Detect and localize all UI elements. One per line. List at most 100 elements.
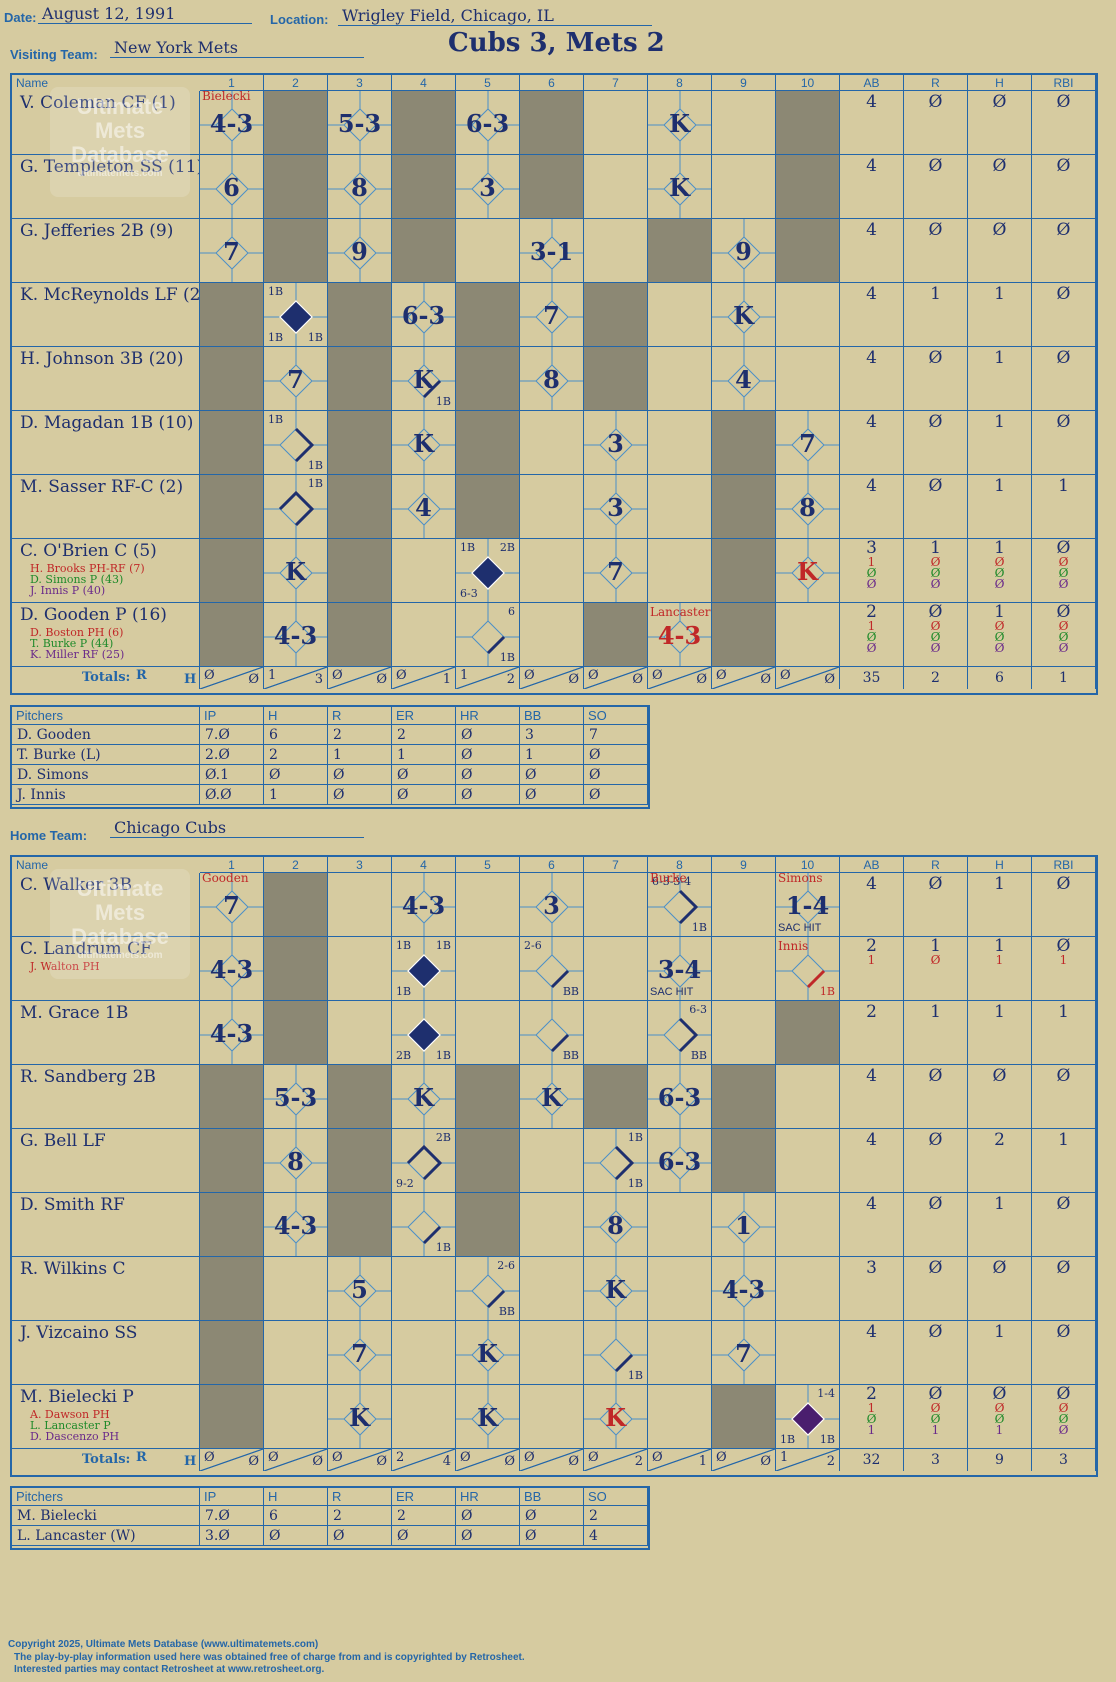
inning-cell: BB — [520, 1001, 584, 1065]
stat-value: Ø — [1058, 1423, 1069, 1437]
inning-runs: Ø — [524, 1450, 535, 1465]
base-diamond — [648, 155, 711, 218]
watermark-text: Database — [71, 924, 169, 949]
stat-total-cell: 2 — [904, 667, 968, 689]
base-hit-note: 9-2 — [396, 1177, 414, 1190]
inning-runs: Ø — [396, 668, 407, 683]
player-stat-cell: 1 — [968, 1193, 1032, 1257]
play-result: 8 — [543, 365, 560, 394]
base-hit-note: 1B — [435, 939, 451, 952]
inning-runs: Ø — [716, 1450, 727, 1465]
stat-value: Ø — [1056, 92, 1071, 112]
base-hit-note: 1B — [268, 331, 284, 344]
column-header-inning: 3 — [328, 857, 392, 873]
base-diamond — [456, 1257, 519, 1320]
inning-hits: Ø — [248, 672, 259, 687]
inning-cell — [520, 603, 584, 667]
player-stat-cell: Ø — [904, 1321, 968, 1385]
stat-value: Ø — [928, 92, 943, 112]
inning-cell — [456, 1001, 520, 1065]
inning-cell — [264, 873, 328, 937]
stat-value: 1 — [867, 555, 876, 569]
play-result: K — [605, 1275, 626, 1304]
inning-cell: 7 — [200, 219, 264, 283]
inning-cell — [392, 91, 456, 155]
play-result: 8 — [799, 493, 816, 522]
stat-total-cell: 32 — [840, 1449, 904, 1471]
base-diamond — [200, 155, 263, 218]
inning-cell: 1B — [264, 475, 328, 539]
inning-cell — [776, 283, 840, 347]
column-header-stat: R — [904, 75, 968, 91]
inning-cell — [456, 873, 520, 937]
base-hit-note: 6-3 — [460, 587, 478, 600]
inning-hits: Ø — [376, 672, 387, 687]
player-stat-cell: 4 — [840, 155, 904, 219]
inning-cell: 2B 1B — [392, 1001, 456, 1065]
inning-cell — [392, 155, 456, 219]
stat-value: Ø — [1056, 1194, 1071, 1214]
watermark-text: Mets — [94, 900, 146, 925]
inning-cell — [328, 283, 392, 347]
run-scored-diamond — [407, 1018, 441, 1052]
pitcher-stat: Ø — [584, 785, 648, 805]
base-diamond — [456, 539, 519, 602]
stat-value: Ø — [930, 953, 941, 967]
pitcher-column-header: R — [328, 707, 392, 725]
stat-value: 4 — [866, 1194, 877, 1214]
inning-cell: 9 — [328, 219, 392, 283]
pitcher-stat: 2 — [584, 1506, 648, 1526]
lineup-name-cell: J. Vizcaino SS — [12, 1321, 200, 1385]
player-stat-cell: Ø — [1032, 1257, 1096, 1321]
stat-value: 1 — [867, 1423, 876, 1437]
inning-hits: Ø — [760, 672, 771, 687]
stat-value: Ø — [928, 602, 943, 622]
inning-cell: 9 — [712, 219, 776, 283]
player-stat-cell: 4 — [840, 347, 904, 411]
inning-cell: 6-3 — [648, 1129, 712, 1193]
base-diamond — [776, 873, 839, 936]
base-diamond — [200, 219, 263, 282]
base-diamond — [712, 283, 775, 346]
stat-value: 2 — [866, 936, 877, 956]
pitcher-note: Bielecki — [202, 89, 251, 103]
inning-cell — [584, 91, 648, 155]
pitcher-column-header: HR — [456, 1488, 520, 1506]
date-label: Date: — [4, 10, 37, 25]
inning-cell — [584, 219, 648, 283]
base-diamond — [712, 1257, 775, 1320]
base-diamond — [584, 1257, 647, 1320]
visiting-team-label: Visiting Team: — [10, 47, 98, 62]
stat-value: 4 — [866, 348, 877, 368]
play-result: 5 — [351, 1275, 368, 1304]
stat-value: Ø — [994, 555, 1005, 569]
inning-runs: Ø — [588, 1450, 599, 1465]
play-result: K — [797, 557, 818, 586]
substitute-name: D. Dascenzo PH — [30, 1430, 120, 1443]
base-diamond — [200, 91, 263, 154]
inning-cell — [520, 91, 584, 155]
pitcher-name: T. Burke (L) — [12, 745, 200, 765]
play-result: 4-3 — [209, 109, 254, 138]
inning-cell — [328, 603, 392, 667]
inning-cell: K 1B — [392, 347, 456, 411]
player-stat-cell: 4 — [840, 1129, 904, 1193]
stat-value: Ø — [1056, 1066, 1071, 1086]
inning-cell — [328, 411, 392, 475]
column-header-inning: 1 — [200, 75, 264, 91]
player-stat-cell: 2 — [968, 1129, 1032, 1193]
inning-cell: 1B 1B — [584, 1129, 648, 1193]
player-stat-cell: 4 — [840, 411, 904, 475]
pitcher-stat: 6 — [264, 1506, 328, 1526]
player-stat-cell: Ø — [968, 1065, 1032, 1129]
player-stat-cell: 3 — [840, 1257, 904, 1321]
stat-value: 1 — [931, 1423, 940, 1437]
base-hit-note: 2B — [435, 1131, 451, 1144]
lineup-name-cell: G. Bell LF — [12, 1129, 200, 1193]
